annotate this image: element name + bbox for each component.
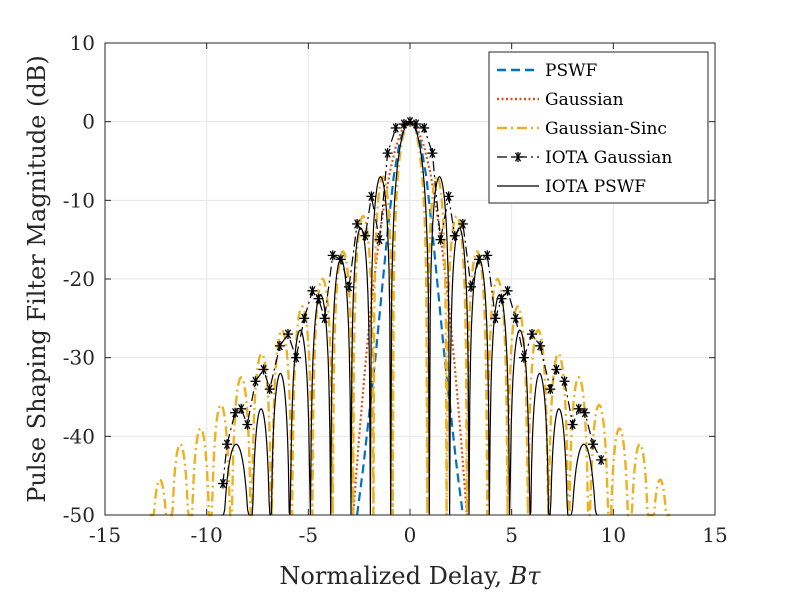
iota-gaussian-marker — [579, 407, 590, 418]
legend-label: Gaussian-Sinc — [545, 119, 667, 139]
iota-gaussian-marker — [222, 439, 232, 450]
legend-label: PSWF — [545, 61, 598, 81]
iota-gaussian-marker — [352, 218, 363, 229]
iota-gaussian-marker — [299, 313, 310, 324]
iota-gaussian-marker — [283, 329, 293, 340]
iota-gaussian-marker — [435, 234, 446, 245]
iota-gaussian-marker — [502, 285, 513, 296]
iota-gaussian-marker — [258, 364, 269, 375]
y-tick-label: -30 — [63, 346, 95, 370]
series-group — [149, 116, 671, 517]
iota-gaussian-marker — [482, 250, 493, 261]
y-tick-label: 10 — [70, 31, 95, 55]
iota-gaussian-marker — [419, 122, 430, 133]
iota-gaussian-marker — [588, 439, 598, 450]
series-line-iota-pswf — [220, 121, 600, 516]
iota-gaussian-marker — [250, 376, 261, 387]
x-tick-label: 5 — [505, 523, 518, 547]
iota-gaussian-marker — [551, 364, 562, 375]
x-axis-label: Normalized Delay, Bτ — [279, 562, 541, 590]
iota-gaussian-marker — [559, 376, 570, 387]
iota-gaussian-marker — [510, 313, 521, 324]
iota-gaussian-marker — [344, 281, 354, 292]
x-tick-label: -15 — [89, 523, 121, 547]
legend-label: IOTA PSWF — [545, 177, 646, 197]
x-tick-label: -10 — [191, 523, 223, 547]
y-tick-label: -10 — [63, 188, 95, 212]
x-tick-label: 15 — [702, 523, 727, 547]
x-tick-label: -5 — [299, 523, 318, 547]
iota-gaussian-marker — [596, 454, 607, 465]
iota-gaussian-marker — [390, 122, 401, 133]
y-tick-label: -20 — [63, 267, 95, 291]
y-tick-label: 0 — [82, 110, 95, 134]
legend-label: Gaussian — [545, 90, 624, 110]
y-axis-label: Pulse Shaping Filter Magnitude (dB) — [23, 55, 51, 502]
iota-gaussian-marker — [366, 191, 377, 202]
iota-gaussian-marker — [264, 384, 275, 395]
iota-gaussian-marker — [274, 340, 285, 351]
iota-gaussian-marker — [327, 250, 338, 261]
iota-gaussian-marker — [230, 407, 241, 418]
iota-gaussian-marker — [236, 403, 247, 414]
iota-gaussian-marker — [545, 384, 556, 395]
iota-gaussian-marker — [242, 419, 253, 430]
legend: PSWF Gaussian Gaussian-Sinc IOTA Gaussian IO… — [488, 51, 709, 204]
iota-gaussian-marker — [443, 191, 454, 202]
iota-gaussian-marker — [427, 148, 438, 159]
y-tick-label: -40 — [63, 424, 95, 448]
iota-gaussian-marker — [307, 285, 318, 296]
x-tick-label: 0 — [404, 523, 417, 547]
iota-gaussian-marker — [567, 419, 578, 430]
legend-marker — [513, 152, 523, 162]
iota-gaussian-marker — [535, 340, 546, 351]
y-tick-label: -50 — [63, 503, 95, 527]
legend-label: IOTA Gaussian — [545, 148, 672, 168]
iota-gaussian-marker — [457, 218, 468, 229]
iota-gaussian-marker — [527, 329, 537, 340]
iota-gaussian-marker — [382, 148, 393, 159]
x-tick-label: 10 — [601, 523, 626, 547]
iota-gaussian-marker — [374, 234, 385, 245]
